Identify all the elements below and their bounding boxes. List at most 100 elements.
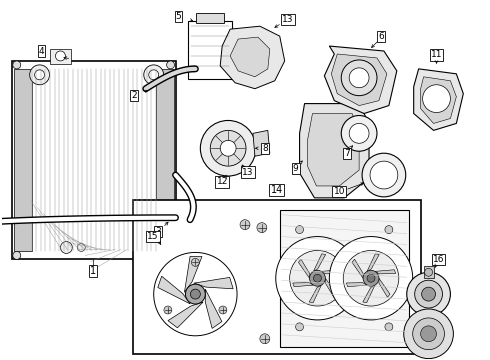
Text: 16: 16 — [433, 255, 444, 264]
Circle shape — [295, 226, 303, 234]
Text: 3: 3 — [155, 227, 161, 236]
Text: 11: 11 — [431, 50, 442, 59]
Polygon shape — [230, 37, 270, 77]
Circle shape — [314, 274, 321, 282]
Circle shape — [413, 318, 444, 350]
Bar — [189, 21, 232, 79]
Text: 7: 7 — [344, 149, 350, 158]
Polygon shape — [314, 254, 326, 271]
Text: 4: 4 — [39, 46, 45, 55]
Circle shape — [200, 121, 256, 176]
Circle shape — [30, 65, 49, 85]
Polygon shape — [324, 46, 397, 113]
Bar — [156, 69, 173, 251]
Circle shape — [341, 60, 377, 96]
Polygon shape — [205, 289, 222, 328]
Circle shape — [13, 251, 21, 260]
Polygon shape — [321, 270, 342, 274]
Polygon shape — [158, 276, 190, 304]
Polygon shape — [346, 283, 367, 287]
Polygon shape — [184, 256, 202, 292]
Circle shape — [35, 70, 45, 80]
Circle shape — [167, 251, 174, 260]
Bar — [133, 200, 420, 354]
Circle shape — [343, 251, 399, 306]
Circle shape — [13, 61, 21, 69]
Text: 1: 1 — [90, 266, 96, 276]
Circle shape — [421, 287, 436, 301]
Circle shape — [349, 68, 369, 88]
Circle shape — [367, 274, 375, 282]
Text: 5: 5 — [175, 12, 181, 21]
Circle shape — [404, 309, 453, 359]
Polygon shape — [253, 130, 270, 156]
Text: 14: 14 — [270, 185, 283, 195]
Polygon shape — [293, 283, 314, 287]
Text: 10: 10 — [334, 188, 345, 197]
Text: 13: 13 — [242, 167, 254, 176]
Circle shape — [422, 85, 450, 113]
Bar — [280, 210, 409, 347]
Polygon shape — [299, 104, 369, 198]
Circle shape — [362, 153, 406, 197]
Circle shape — [407, 272, 450, 316]
Polygon shape — [331, 54, 387, 105]
Polygon shape — [308, 113, 359, 186]
Text: 13: 13 — [282, 15, 294, 24]
Circle shape — [164, 306, 172, 314]
Polygon shape — [325, 278, 337, 297]
Circle shape — [219, 306, 227, 314]
Circle shape — [385, 323, 393, 331]
Circle shape — [149, 70, 159, 80]
Circle shape — [167, 61, 174, 69]
Text: 8: 8 — [262, 144, 268, 153]
Bar — [49, 49, 72, 64]
Bar — [12, 61, 175, 260]
Polygon shape — [220, 26, 285, 89]
Circle shape — [210, 130, 246, 166]
Circle shape — [257, 223, 267, 233]
Circle shape — [420, 326, 437, 342]
Polygon shape — [168, 302, 203, 328]
Circle shape — [415, 280, 442, 308]
Bar — [14, 69, 32, 251]
Circle shape — [310, 270, 325, 286]
Polygon shape — [352, 259, 363, 278]
Polygon shape — [367, 254, 379, 271]
Polygon shape — [309, 285, 321, 303]
Polygon shape — [194, 278, 233, 289]
Bar — [196, 13, 224, 23]
Circle shape — [185, 284, 205, 304]
Circle shape — [385, 226, 393, 234]
Polygon shape — [363, 285, 375, 303]
Bar — [424, 266, 434, 278]
Circle shape — [144, 65, 164, 85]
Circle shape — [290, 251, 345, 306]
Circle shape — [370, 161, 398, 189]
Polygon shape — [379, 278, 390, 297]
Polygon shape — [375, 270, 396, 274]
Circle shape — [260, 334, 270, 344]
Polygon shape — [414, 69, 464, 130]
Text: 2: 2 — [131, 91, 137, 100]
Circle shape — [55, 51, 65, 61]
Text: 6: 6 — [378, 32, 384, 41]
Circle shape — [191, 289, 200, 299]
Text: 9: 9 — [293, 163, 298, 172]
Circle shape — [295, 323, 303, 331]
Circle shape — [240, 220, 250, 230]
Circle shape — [154, 252, 237, 336]
Text: 12: 12 — [217, 177, 228, 186]
Circle shape — [77, 243, 85, 251]
Circle shape — [363, 270, 379, 286]
Text: 15: 15 — [147, 232, 158, 241]
Circle shape — [425, 268, 433, 276]
Circle shape — [341, 116, 377, 151]
Circle shape — [60, 242, 73, 253]
Circle shape — [329, 237, 413, 320]
Circle shape — [349, 123, 369, 143]
Circle shape — [276, 237, 359, 320]
Polygon shape — [420, 77, 456, 123]
Circle shape — [220, 140, 236, 156]
Circle shape — [192, 258, 199, 266]
